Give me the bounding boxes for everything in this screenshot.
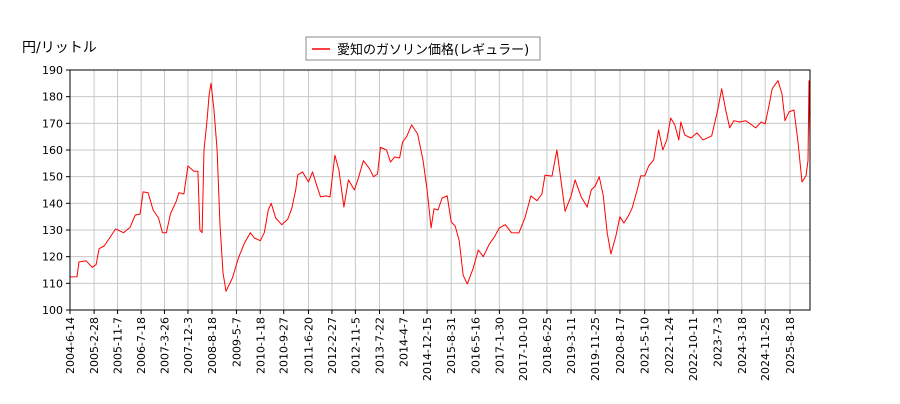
x-tick-label: 2022-1-24 [663, 317, 676, 374]
grid [69, 69, 810, 311]
x-tick-label: 2005-2-28 [88, 317, 101, 374]
x-tick-label: 2020-8-17 [614, 317, 627, 374]
x-tick-label: 2010-9-27 [278, 317, 291, 374]
x-tick-label: 2004-6-14 [64, 317, 77, 374]
legend-label: 愛知のガソリン価格(レギュラー) [337, 42, 529, 58]
x-tick-label: 2025-8-18 [784, 317, 797, 374]
x-tick-label: 2013-7-22 [373, 317, 386, 374]
x-tick-label: 2024-3-18 [736, 317, 749, 374]
y-axis-label: 円/リットル [22, 40, 97, 56]
y-tick-label: 100 [42, 304, 63, 317]
x-tick-label: 2010-1-18 [254, 317, 267, 374]
x-tick-label: 2009-5-7 [230, 317, 243, 367]
x-tick-label: 2014-4-7 [398, 317, 411, 367]
x-tick-label: 2024-11-25 [759, 317, 772, 381]
series-layer [69, 80, 811, 292]
x-tick-label: 2016-5-16 [469, 317, 482, 374]
legend: 愛知のガソリン価格(レギュラー) [305, 36, 541, 61]
x-tick-label: 2018-6-25 [541, 317, 554, 374]
x-tick-label: 2007-12-3 [182, 317, 195, 374]
y-tick-label: 150 [42, 171, 63, 184]
x-tick-label: 2022-10-11 [687, 317, 700, 381]
x-tick-label: 2008-8-18 [206, 317, 219, 374]
x-axis: 2004-6-14 2005-2-28 2005-11-7 2006-7-18 2007… [64, 310, 797, 381]
x-tick-label: 2012-2-27 [326, 317, 339, 374]
y-tick-label: 180 [42, 91, 63, 104]
series-line [69, 80, 811, 292]
x-tick-label: 2006-7-18 [135, 317, 148, 374]
legend-box [305, 36, 541, 61]
y-tick-label: 190 [42, 64, 63, 77]
x-tick-label: 2017-1-30 [493, 317, 506, 374]
x-tick-label: 2023-7-3 [712, 317, 725, 367]
x-tick-label: 2011-6-20 [302, 317, 315, 374]
x-tick-label: 2015-8-31 [445, 317, 458, 374]
y-axis: 100 110 120 130 140 150 160 170 180 190 [42, 64, 70, 317]
y-tick-label: 170 [42, 117, 63, 130]
y-tick-label: 120 [42, 251, 63, 264]
x-tick-label: 2019-3-11 [565, 317, 578, 374]
x-tick-label: 2014-12-15 [421, 317, 434, 381]
x-tick-label: 2021-5-10 [639, 317, 652, 374]
x-tick-label: 2005-11-7 [112, 317, 125, 374]
x-tick-label: 2012-11-5 [349, 317, 362, 374]
x-tick-label: 2007-3-26 [158, 317, 171, 374]
plot-frame [69, 69, 811, 311]
x-tick-label: 2019-11-25 [589, 317, 602, 381]
y-tick-label: 140 [42, 197, 63, 210]
y-tick-label: 160 [42, 144, 63, 157]
y-tick-label: 130 [42, 224, 63, 237]
y-tick-label: 110 [42, 277, 63, 290]
x-tick-label: 2017-10-10 [517, 317, 530, 381]
